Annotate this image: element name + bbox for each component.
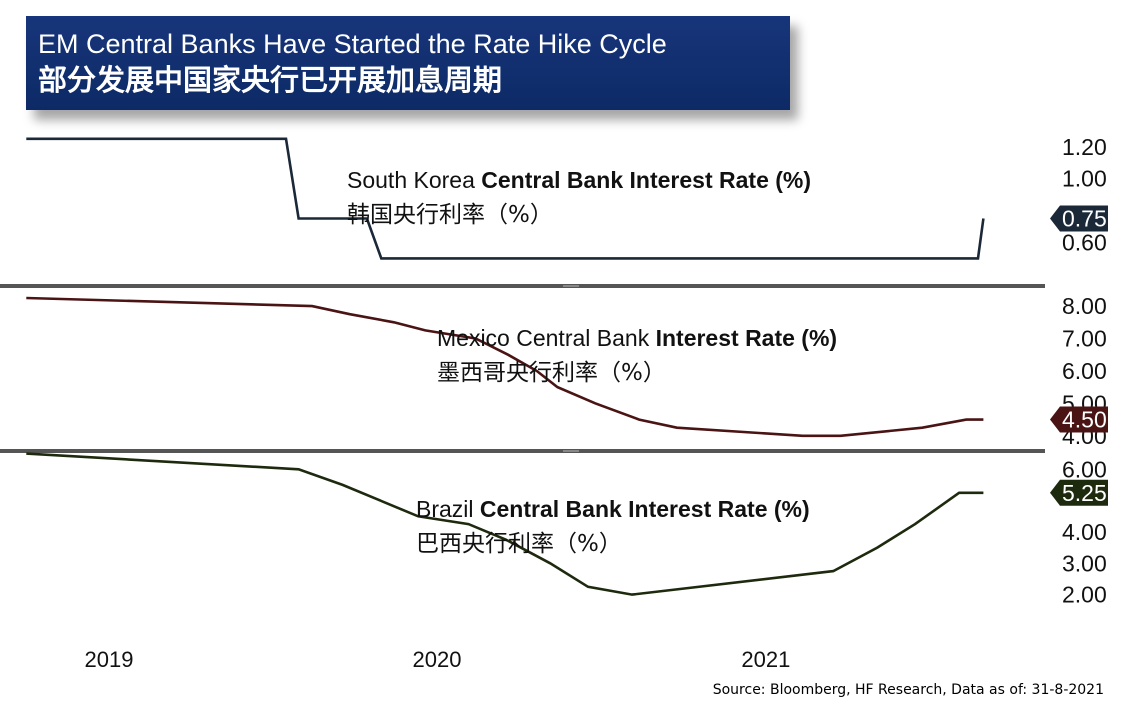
source-note: Source: Bloomberg, HF Research, Data as …	[712, 682, 1104, 698]
brazil-ytick-label: 6.00	[1062, 456, 1107, 482]
brazil-last-value-label: 5.25	[1062, 480, 1107, 506]
brazil-series-label-zh: 巴西央行利率（%）	[416, 531, 622, 557]
xtick-label: 2020	[413, 647, 462, 672]
mexico-ytick-label: 8.00	[1062, 293, 1107, 319]
xtick-label: 2021	[741, 647, 790, 672]
korea-ytick-label: 1.20	[1062, 134, 1107, 160]
korea-last-value-tag	[1050, 205, 1108, 232]
korea-last-value-label: 0.75	[1062, 206, 1107, 232]
brazil-rate-line	[26, 452, 984, 596]
korea-series-label-zh: 韩国央行利率（%）	[347, 202, 553, 228]
title-english: EM Central Banks Have Started the Rate H…	[38, 29, 667, 59]
brazil-ytick-label: 4.00	[1062, 519, 1107, 545]
brazil-ytick-label: 2.00	[1062, 582, 1107, 608]
brazil-panel: 6.00 4.00 3.00 2.00 5.25 Brazil Central Bank …	[26, 452, 1108, 608]
korea-rate-line	[26, 137, 985, 260]
korea-panel: 1.20 1.00 0.600.75 South Korea Central Bank…	[26, 134, 1108, 260]
xtick-label: 2019	[85, 647, 134, 672]
title-banner: EM Central Banks Have Started the Rate H…	[26, 16, 790, 110]
korea-ytick-label: 1.00	[1062, 166, 1107, 192]
mexico-ytick-label: 6.00	[1062, 358, 1107, 384]
mexico-last-value-label: 4.50	[1062, 407, 1107, 433]
mexico-ytick-label: 7.00	[1062, 326, 1107, 352]
brazil-ytick-label: 3.00	[1062, 550, 1107, 576]
korea-ytick-label: 0.60	[1062, 230, 1107, 256]
mexico-series-label-zh: 墨西哥央行利率（%）	[437, 360, 666, 386]
mexico-rate-line	[26, 296, 984, 438]
title-chinese: 部分发展中国家央行已开展加息周期	[38, 63, 503, 97]
brazil-series-label: Brazil Central Bank Interest Rate (%)	[416, 496, 810, 522]
mexico-last-value-tag	[1050, 406, 1108, 433]
brazil-last-value-tag	[1050, 479, 1108, 506]
korea-series-label: South Korea Central Bank Interest Rate (…	[347, 167, 811, 193]
mexico-series-label: Mexico Central Bank Interest Rate (%)	[437, 325, 837, 351]
